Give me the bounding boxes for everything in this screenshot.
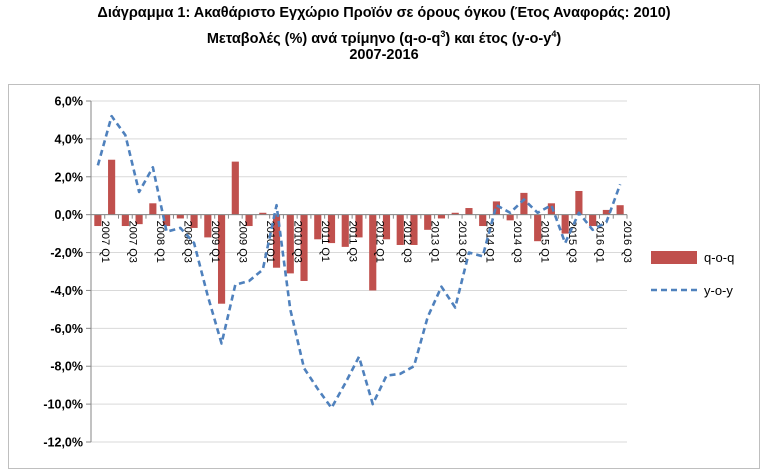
x-tick-label: 2008 Q3 bbox=[181, 221, 193, 263]
x-tick-label: 2013 Q3 bbox=[456, 221, 468, 263]
x-tick-label: 2011 Q3 bbox=[346, 221, 358, 262]
y-tick-label: -4,0% bbox=[50, 284, 83, 298]
bar bbox=[492, 201, 501, 215]
bar bbox=[396, 214, 404, 245]
bar bbox=[410, 214, 418, 245]
bar bbox=[121, 214, 129, 227]
x-tick-label: 2014 Q3 bbox=[511, 221, 523, 263]
x-tick-label: 2009 Q3 bbox=[236, 221, 248, 263]
bar bbox=[204, 214, 212, 238]
x-tick-label: 2016 Q1 bbox=[594, 221, 606, 263]
chart-subtitle: Μεταβολές (%) ανά τρίμηνο (q-o-q3) και έ… bbox=[0, 25, 768, 49]
bar bbox=[149, 203, 157, 215]
subtitle-part: ) bbox=[556, 30, 562, 47]
bar bbox=[245, 214, 253, 227]
bar bbox=[382, 214, 391, 240]
x-tick-label: 2007 Q1 bbox=[99, 221, 111, 263]
x-tick-label: 2015 Q1 bbox=[539, 221, 551, 263]
bar bbox=[506, 214, 514, 221]
x-tick-label: 2008 Q1 bbox=[154, 221, 166, 263]
bar bbox=[424, 214, 432, 230]
y-tick-label: 2,0% bbox=[55, 170, 84, 184]
bar bbox=[300, 214, 308, 281]
bar bbox=[561, 214, 569, 234]
bar bbox=[575, 190, 583, 215]
bar bbox=[369, 214, 377, 291]
subtitle-part: Μεταβολές (%) ανά τρίμηνο (q-o-q bbox=[206, 30, 441, 47]
x-tick-label: 2010 Q1 bbox=[264, 221, 276, 263]
bar bbox=[135, 214, 143, 225]
bar bbox=[602, 209, 610, 215]
bar bbox=[176, 214, 184, 219]
bar bbox=[259, 212, 267, 215]
bar bbox=[616, 205, 624, 215]
x-tick-label: 2012 Q1 bbox=[374, 221, 386, 263]
x-tick-label: 2014 Q1 bbox=[484, 221, 496, 263]
bar-series bbox=[94, 159, 624, 304]
y-tick-label: 0,0% bbox=[55, 208, 84, 222]
bar bbox=[520, 192, 528, 215]
x-tick-label: 2009 Q1 bbox=[209, 221, 221, 263]
x-tick-label: 2013 Q1 bbox=[429, 221, 441, 263]
footnote-ref: 3 bbox=[440, 29, 446, 39]
bar bbox=[272, 214, 281, 268]
y-axis: 6,0% 4,0% 2,0% 0,0% -2,0% -4,0% -6,0% -8,0% -10,… bbox=[43, 95, 92, 450]
bar bbox=[108, 159, 116, 215]
x-tick-label: 2007 Q3 bbox=[126, 221, 138, 263]
bar bbox=[451, 212, 459, 215]
bar bbox=[355, 214, 363, 238]
y-tick-label: -10,0% bbox=[43, 398, 83, 412]
bar bbox=[534, 214, 542, 242]
chart-period: 2007-2016 bbox=[349, 47, 419, 63]
y-tick-label: -8,0% bbox=[50, 360, 83, 374]
legend-label-q-o-q: q-o-q bbox=[704, 250, 734, 265]
x-axis: 2007 Q1 2007 Q3 2008 Q1 2008 Q3 2009 Q1 2009 … bbox=[90, 214, 633, 263]
y-tick-label: -12,0% bbox=[43, 436, 83, 450]
bar bbox=[217, 214, 226, 304]
bar bbox=[479, 214, 487, 227]
x-tick-label: 2011 Q1 bbox=[319, 221, 331, 262]
footnote-ref: 4 bbox=[551, 29, 557, 39]
legend-label-y-o-y: y-o-y bbox=[704, 283, 733, 298]
y-tick-label: 6,0% bbox=[55, 95, 84, 109]
bar bbox=[314, 214, 322, 240]
x-tick-label: 2010 Q3 bbox=[291, 221, 303, 263]
bar bbox=[94, 214, 102, 227]
y-tick-label: -6,0% bbox=[50, 322, 83, 336]
bar bbox=[163, 214, 171, 227]
bar bbox=[341, 214, 349, 247]
subtitle-part: ) και έτος (y-o-y bbox=[445, 30, 552, 47]
y-tick-label: -2,0% bbox=[50, 246, 83, 260]
y-tick-label: 4,0% bbox=[55, 132, 84, 146]
bar bbox=[231, 161, 239, 215]
chart-frame bbox=[8, 84, 760, 469]
bar bbox=[465, 208, 473, 215]
bar bbox=[286, 214, 294, 274]
bar bbox=[589, 214, 597, 227]
bar bbox=[437, 214, 446, 219]
grid-lines bbox=[91, 100, 627, 443]
x-tick-label: 2015 Q3 bbox=[566, 221, 578, 263]
bar bbox=[327, 214, 336, 244]
chart-title: Διάγραμμα 1: Ακαθάριστο Εγχώριο Προϊόν σ… bbox=[97, 5, 671, 21]
bar bbox=[190, 214, 198, 228]
legend-swatch-q-o-q bbox=[651, 251, 697, 264]
x-tick-label: 2016 Q3 bbox=[621, 221, 633, 263]
legend: q-o-q y-o-y bbox=[651, 250, 734, 298]
x-tick-label: 2012 Q3 bbox=[401, 221, 413, 263]
